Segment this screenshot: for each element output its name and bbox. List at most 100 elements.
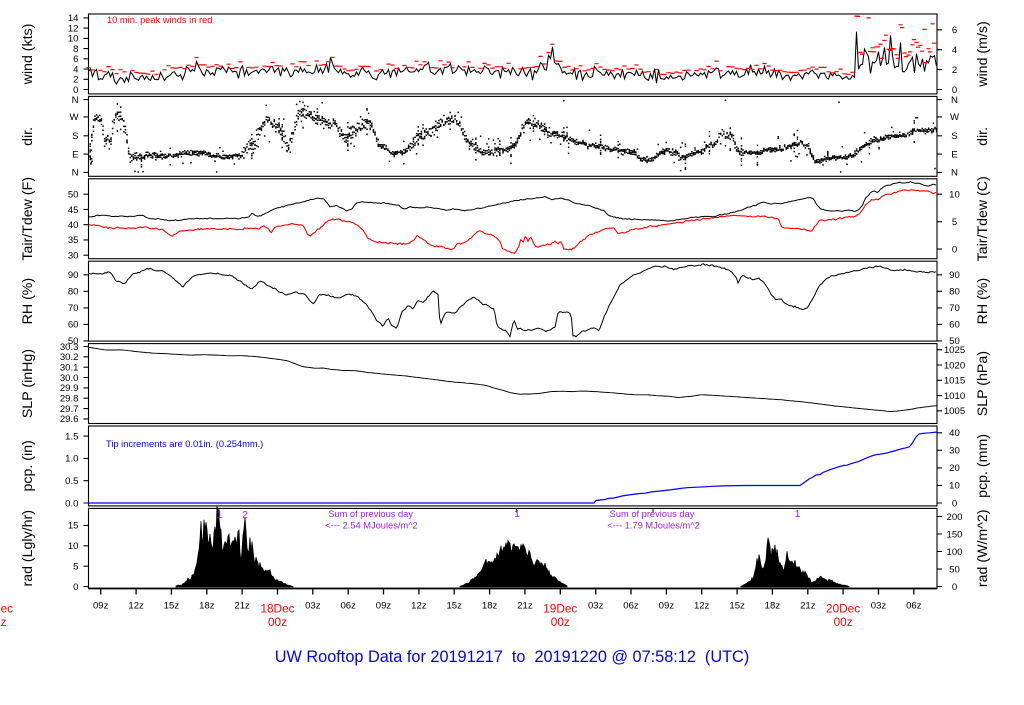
svg-text:pcp. (in): pcp. (in) [20,440,36,491]
svg-text:W: W [950,112,960,123]
svg-text:0: 0 [73,85,78,96]
svg-text:10 min. peak winds in red: 10 min. peak winds in red [107,15,212,25]
svg-text:6: 6 [73,54,78,65]
svg-text:29.7: 29.7 [60,404,79,415]
svg-text:10: 10 [68,34,79,45]
svg-text:N: N [951,168,958,179]
svg-text:15z: 15z [164,601,180,612]
svg-text:wind (m/s): wind (m/s) [975,21,991,87]
svg-text:60: 60 [949,320,960,331]
svg-text:RH (%): RH (%) [975,278,991,325]
svg-text:wind (kts): wind (kts) [20,24,36,86]
svg-text:UW Rooftop Data for 20191217: UW Rooftop Data for 20191217 to 20191220… [275,648,750,666]
svg-text:12z: 12z [128,601,144,612]
svg-text:2: 2 [952,65,957,76]
svg-text:29.6: 29.6 [60,414,79,425]
svg-text:Tair/Tdew (F): Tair/Tdew (F) [20,177,36,261]
svg-text:30.0: 30.0 [60,373,79,384]
svg-text:0.0: 0.0 [65,498,78,509]
svg-text:06z: 06z [340,601,356,612]
svg-text:SLP (inHg): SLP (inHg) [20,349,36,418]
svg-text:70: 70 [949,303,960,314]
svg-text:W: W [69,112,79,123]
svg-text:dir.: dir. [20,127,36,146]
svg-text:00z: 00z [834,615,853,629]
svg-text:rad (W/m^2): rad (W/m^2) [975,509,991,587]
svg-text:0: 0 [952,498,957,509]
svg-text:1010: 1010 [944,391,965,402]
svg-text:1: 1 [217,509,223,521]
svg-text:18z: 18z [482,601,498,612]
svg-text:N: N [951,95,958,106]
svg-text:09z: 09z [93,601,109,612]
svg-text:0: 0 [73,582,78,593]
svg-text:10: 10 [949,481,960,492]
svg-text:1: 1 [795,508,801,520]
svg-text:E: E [951,149,957,160]
svg-text:09z: 09z [659,601,675,612]
svg-text:5: 5 [73,562,78,573]
svg-text:12: 12 [68,23,79,34]
svg-text:30.1: 30.1 [60,363,79,374]
svg-text:03z: 03z [871,601,887,612]
svg-text:200: 200 [946,512,962,523]
svg-text:30: 30 [68,251,79,262]
svg-text:SLP (hPa): SLP (hPa) [975,351,991,416]
svg-text:19Dec: 19Dec [543,602,577,616]
svg-text:60: 60 [68,320,79,331]
svg-text:RH (%): RH (%) [20,278,36,325]
svg-text:90: 90 [68,270,79,281]
svg-text:06z: 06z [623,601,639,612]
svg-text:E: E [72,149,78,160]
svg-text:21z: 21z [234,601,250,612]
svg-text:35: 35 [68,235,79,246]
svg-text:Tair/Tdew (C): Tair/Tdew (C) [975,176,991,261]
svg-text:17Dec: 17Dec [0,602,13,616]
svg-text:50: 50 [68,336,79,347]
svg-text:15z: 15z [729,601,745,612]
svg-text:12z: 12z [411,601,427,612]
svg-text:30.2: 30.2 [60,352,79,363]
svg-text:30: 30 [949,446,960,457]
svg-text:<--- 1.79 MJoules/m^2: <--- 1.79 MJoules/m^2 [607,521,699,531]
svg-text:30.3: 30.3 [60,342,79,353]
svg-text:0: 0 [952,244,957,255]
svg-text:4: 4 [952,45,958,56]
svg-text:Sum of previous day: Sum of previous day [328,509,413,519]
svg-text:rad (Lgly/hr): rad (Lgly/hr) [20,510,36,586]
svg-text:1: 1 [514,508,520,520]
svg-text:1020: 1020 [944,360,965,371]
svg-text:00z: 00z [551,615,570,629]
svg-text:1015: 1015 [944,376,965,387]
svg-text:90: 90 [949,270,960,281]
svg-text:150: 150 [946,529,962,540]
svg-text:40: 40 [68,220,79,231]
svg-text:45: 45 [68,205,79,216]
svg-text:21z: 21z [800,601,816,612]
svg-text:06z: 06z [906,601,922,612]
svg-text:N: N [72,168,79,179]
svg-text:1.5: 1.5 [65,431,78,442]
svg-text:50: 50 [68,190,79,201]
svg-text:0: 0 [952,85,957,96]
svg-text:40: 40 [949,428,960,439]
svg-text:dir.: dir. [975,127,991,146]
svg-text:0.5: 0.5 [65,476,78,487]
svg-text:12z: 12z [694,601,710,612]
svg-text:100: 100 [946,547,962,558]
svg-text:10: 10 [949,190,960,201]
svg-text:00z: 00z [268,615,287,629]
svg-text:5: 5 [952,217,957,228]
svg-text:21z: 21z [517,601,533,612]
svg-text:Tip increments are 0.01in. (0.: Tip increments are 0.01in. (0.254mm.) [106,439,263,449]
svg-text:14: 14 [68,13,79,24]
svg-text:80: 80 [68,287,79,298]
svg-text:1.0: 1.0 [65,454,78,465]
svg-text:15: 15 [68,521,79,532]
svg-text:10: 10 [68,541,79,552]
svg-text:18z: 18z [765,601,781,612]
svg-text:03z: 03z [588,601,604,612]
svg-text:1025: 1025 [944,345,965,356]
svg-text:80: 80 [949,287,960,298]
svg-text:pcp. (mm): pcp. (mm) [975,434,991,498]
